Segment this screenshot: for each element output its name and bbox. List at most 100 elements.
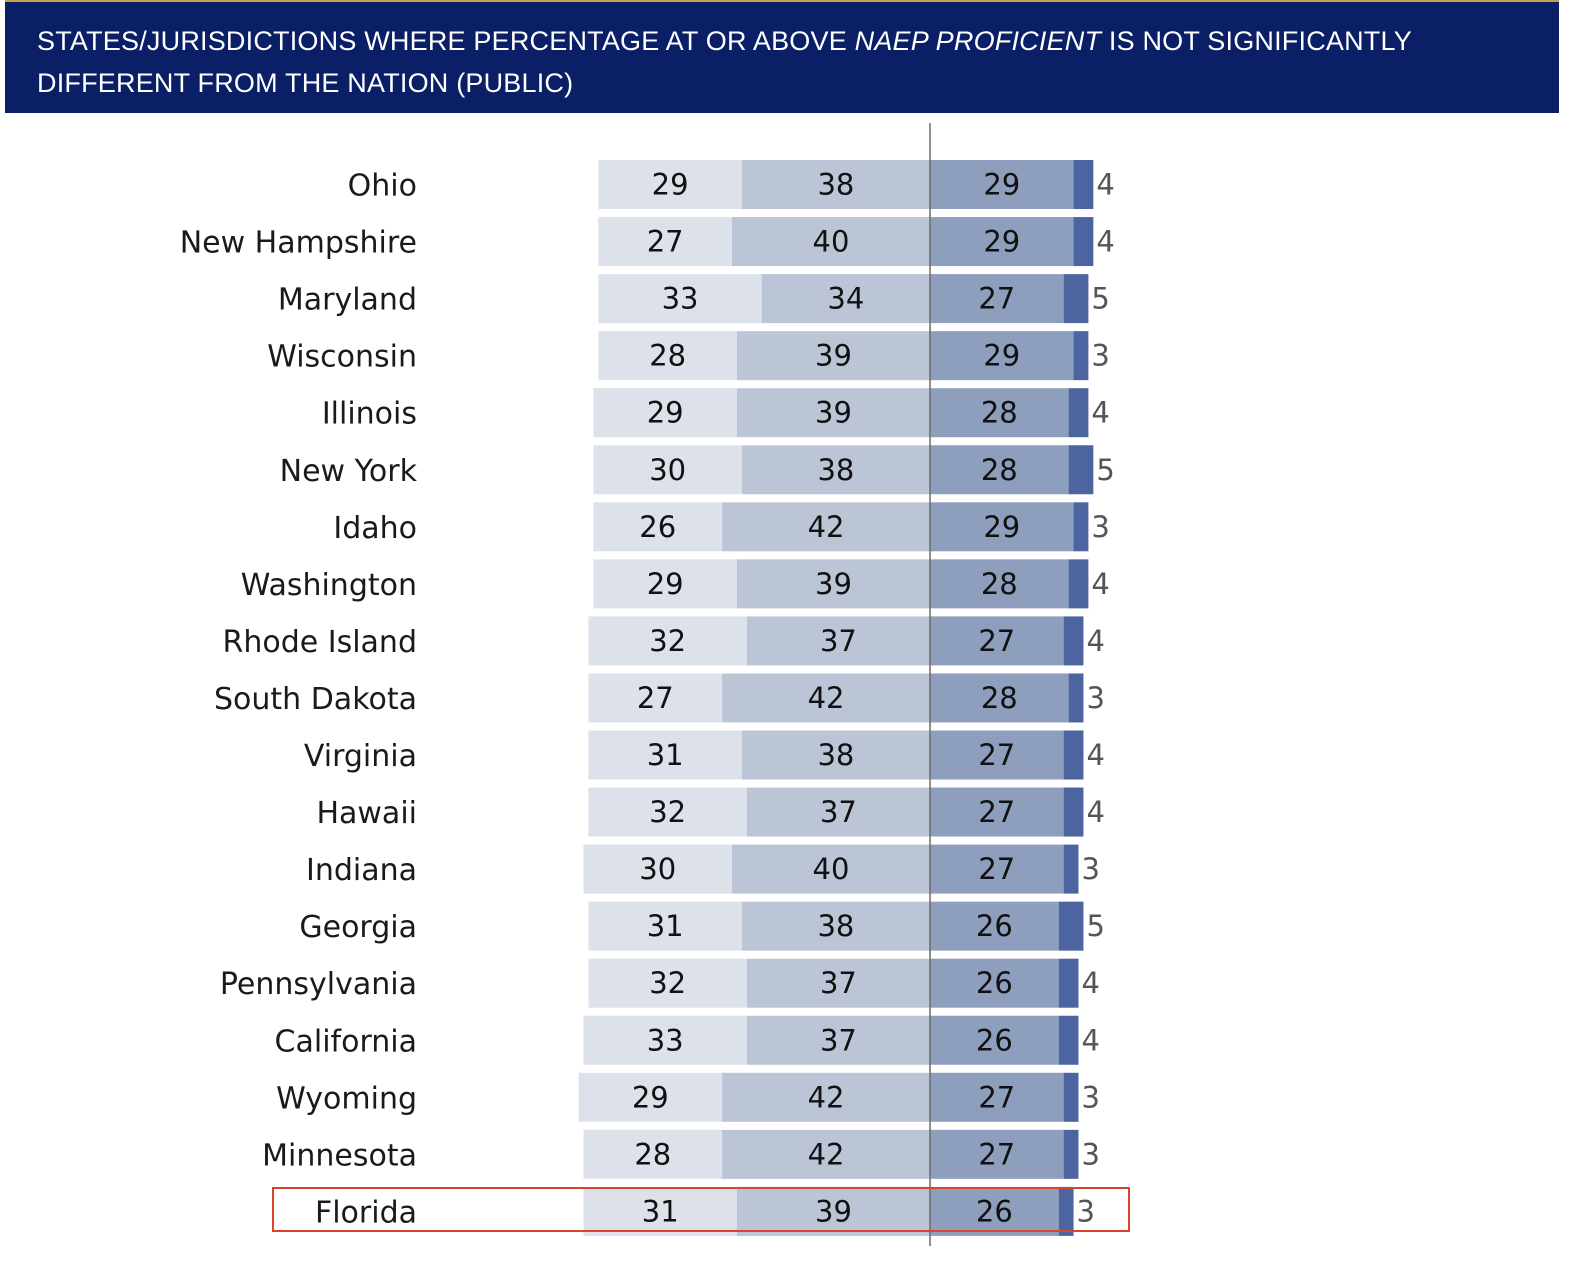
data-label-advanced: 4 [1086, 738, 1104, 772]
bar-segment-basic [761, 274, 930, 324]
data-label: 39 [815, 339, 852, 373]
data-label: 28 [981, 453, 1018, 487]
data-label: 26 [976, 1194, 1013, 1228]
title-text-1: STATES/JURISDICTIONS WHERE PERCENTAGE AT… [37, 26, 855, 56]
data-label: 42 [808, 1137, 845, 1171]
state-label: Minnesota [262, 1138, 417, 1173]
data-label: 27 [978, 624, 1015, 658]
bar-row: Virginia 31 38 27 4 [304, 730, 1105, 780]
data-label-advanced: 4 [1091, 396, 1109, 430]
state-label: Idaho [333, 511, 417, 546]
data-label: 28 [981, 567, 1018, 601]
bar-segment-below-basic [583, 1186, 737, 1236]
bar-segment-advanced [1063, 730, 1084, 780]
bar-segment-below-basic [598, 331, 737, 381]
data-label-advanced: 4 [1096, 168, 1114, 202]
data-label: 27 [978, 1137, 1015, 1171]
bar-segment-proficient [930, 502, 1074, 552]
data-label: 27 [978, 795, 1015, 829]
data-label-advanced: 3 [1082, 852, 1100, 886]
state-label: Indiana [306, 853, 417, 888]
data-label: 26 [976, 966, 1013, 1000]
data-label: 40 [813, 852, 850, 886]
state-label: Georgia [299, 910, 417, 945]
bar-segment-basic [741, 730, 930, 780]
bar-row: Ohio 29 38 29 4 [348, 160, 1115, 209]
bar-segment-basic [746, 1015, 930, 1065]
bar-segment-advanced [1068, 559, 1089, 609]
bar-row: Georgia 31 38 26 5 [299, 901, 1105, 951]
bar-row: Idaho 26 42 29 3 [333, 502, 1110, 552]
bar-segment-below-basic [583, 1015, 747, 1065]
data-label: 30 [639, 852, 676, 886]
bar-segment-basic [732, 844, 930, 894]
data-label: 29 [647, 567, 684, 601]
state-label: Illinois [322, 397, 417, 432]
data-label: 37 [820, 624, 857, 658]
bar-segment-below-basic [588, 616, 747, 666]
bar-segment-basic [722, 1072, 930, 1122]
bar-segment-below-basic [583, 1129, 723, 1179]
title-text-italic: NAEP PROFICIENT [854, 26, 1102, 56]
data-label: 37 [820, 1023, 857, 1057]
bar-row: Illinois 29 39 28 4 [322, 388, 1110, 438]
bar-row: Indiana 30 40 27 3 [306, 844, 1100, 894]
data-label: 29 [983, 339, 1020, 373]
state-label: South Dakota [214, 682, 417, 717]
data-label: 37 [820, 966, 857, 1000]
bar-segment-advanced [1063, 616, 1084, 666]
data-label: 40 [813, 225, 850, 259]
data-label: 27 [637, 681, 674, 715]
bar-segment-basic [746, 616, 930, 666]
data-label-advanced: 3 [1086, 681, 1104, 715]
data-label-advanced: 5 [1086, 909, 1104, 943]
state-label: Maryland [278, 283, 417, 318]
bar-segment-below-basic [598, 160, 742, 209]
data-label: 42 [808, 681, 845, 715]
bar-segment-proficient [930, 559, 1069, 609]
data-label: 27 [647, 225, 684, 259]
data-label-advanced: 3 [1082, 1080, 1100, 1114]
data-label: 31 [642, 1194, 679, 1228]
data-label: 38 [817, 453, 854, 487]
bar-segment-proficient [930, 844, 1064, 894]
data-label: 42 [808, 510, 845, 544]
bar-row: Pennsylvania 32 37 26 4 [220, 958, 1100, 1008]
bar-segment-advanced [1073, 502, 1089, 552]
bar-segment-basic [736, 559, 930, 609]
bar-segment-basic [732, 217, 930, 267]
bar-segment-basic [722, 502, 930, 552]
data-label: 34 [827, 282, 864, 316]
state-label: New Hampshire [180, 226, 417, 261]
data-label-advanced: 4 [1086, 624, 1104, 658]
bar-segment-proficient [930, 445, 1069, 495]
bar-segment-advanced [1058, 1015, 1079, 1065]
bar-segment-advanced [1068, 445, 1094, 495]
bar-segment-below-basic [588, 787, 747, 837]
data-label: 26 [976, 909, 1013, 943]
data-label-advanced: 5 [1091, 282, 1109, 316]
bar-segment-proficient [930, 673, 1069, 723]
data-label: 27 [978, 852, 1015, 886]
data-label: 28 [649, 339, 686, 373]
data-label: 26 [639, 510, 676, 544]
data-label: 29 [983, 168, 1020, 202]
state-label: Rhode Island [222, 625, 417, 660]
bar-segment-below-basic [588, 958, 747, 1008]
state-label: Wisconsin [267, 340, 417, 375]
bar-segment-advanced [1073, 217, 1094, 267]
bar-segment-proficient [930, 1072, 1064, 1122]
data-label: 29 [983, 510, 1020, 544]
bar-segment-below-basic [598, 274, 762, 324]
data-label-advanced: 3 [1091, 510, 1109, 544]
bar-segment-basic [736, 331, 930, 381]
bar-segment-proficient [930, 616, 1064, 666]
bar-segment-advanced [1063, 274, 1089, 324]
bar-segment-proficient [930, 730, 1064, 780]
bar-segment-below-basic [593, 445, 742, 495]
bar-segment-below-basic [588, 730, 742, 780]
bar-segment-basic [722, 1129, 930, 1179]
data-label-advanced: 4 [1096, 225, 1114, 259]
data-label: 32 [649, 966, 686, 1000]
